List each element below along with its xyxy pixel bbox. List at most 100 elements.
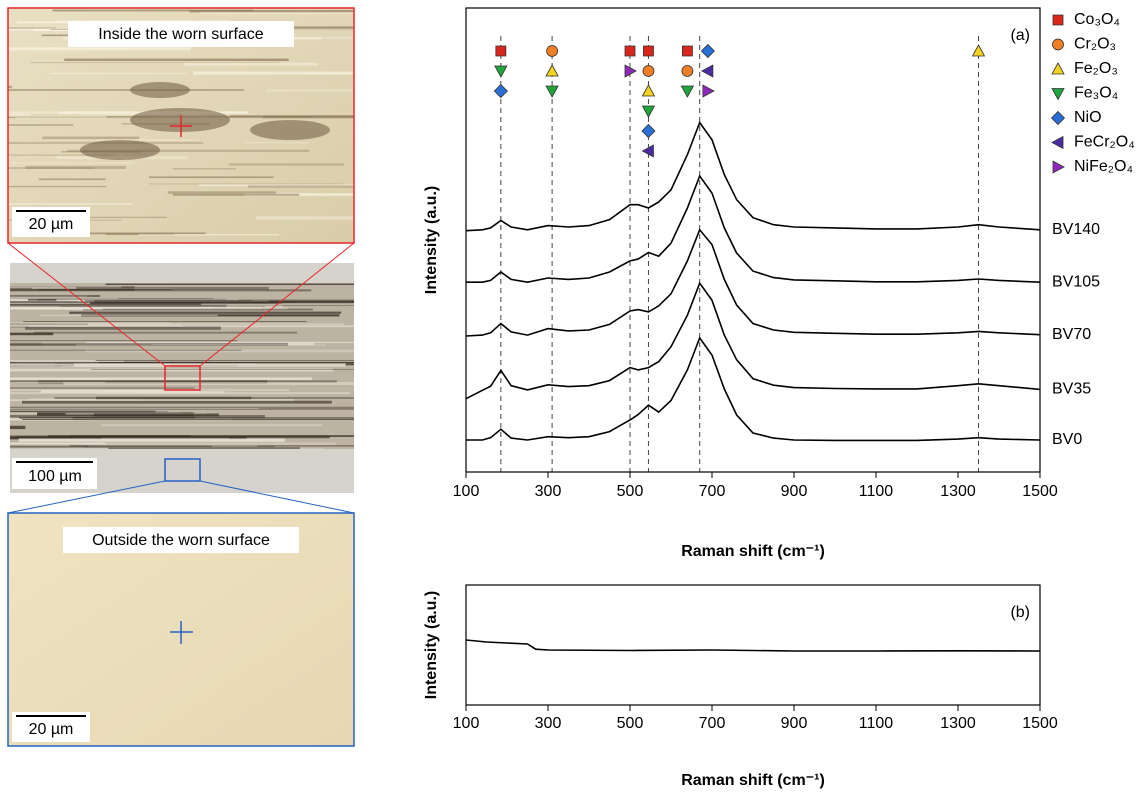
texture <box>244 141 309 144</box>
texture <box>10 344 153 345</box>
texture <box>189 9 354 13</box>
texture <box>22 419 354 420</box>
spectrum <box>465 639 1041 652</box>
texture <box>64 58 289 62</box>
texture <box>184 62 318 66</box>
texture <box>10 425 26 430</box>
texture <box>10 442 336 445</box>
marker <box>545 85 559 98</box>
plot-frame <box>465 7 1041 473</box>
texture <box>28 325 354 328</box>
image-title: Inside the worn surface <box>98 26 264 43</box>
connector <box>199 242 355 367</box>
x-tick-label: 500 <box>617 483 644 500</box>
legend-label: NiFe₂O₄ <box>1074 158 1133 175</box>
marker <box>700 43 715 59</box>
texture <box>10 380 337 383</box>
texture <box>130 82 190 98</box>
texture <box>19 417 354 419</box>
label-box <box>68 21 294 47</box>
texture <box>10 368 334 372</box>
marker <box>701 64 714 78</box>
texture <box>10 381 106 383</box>
texture <box>21 400 332 404</box>
x-tick-label: 700 <box>699 715 726 732</box>
texture <box>8 111 248 114</box>
x-tick-label: 900 <box>781 715 808 732</box>
texture <box>100 424 322 427</box>
series-label: BV35 <box>1052 381 1091 398</box>
texture <box>8 116 159 119</box>
texture <box>250 120 330 140</box>
texture <box>130 108 230 132</box>
texture <box>10 392 351 395</box>
marker <box>1051 88 1065 101</box>
texture <box>96 139 199 141</box>
marker <box>624 45 636 57</box>
connector <box>7 480 166 514</box>
marker <box>641 105 656 118</box>
texture <box>10 307 213 309</box>
legend-label: Co₃O₄ <box>1074 11 1120 28</box>
x-tick-label: 1100 <box>859 483 894 500</box>
crosshair <box>170 115 192 137</box>
texture <box>41 342 315 346</box>
texture <box>138 233 279 236</box>
texture <box>10 294 101 297</box>
marker <box>681 65 694 77</box>
texture <box>54 323 345 326</box>
marker <box>641 123 656 139</box>
marker <box>971 44 986 57</box>
texture <box>200 11 354 15</box>
panel-label: (b) <box>1010 604 1030 621</box>
x-tick-label: 300 <box>535 715 562 732</box>
spectrum <box>465 228 1041 337</box>
texture <box>10 340 238 342</box>
marker <box>680 85 695 98</box>
texture <box>80 140 160 160</box>
x-tick-label: 100 <box>453 715 480 732</box>
marker <box>1051 62 1065 75</box>
series-label: BV140 <box>1052 221 1100 238</box>
texture <box>10 301 295 303</box>
texture <box>172 193 300 196</box>
texture <box>10 263 354 283</box>
scale-label: 100 µm <box>28 468 82 485</box>
marker <box>1052 38 1064 51</box>
texture <box>10 303 202 307</box>
texture <box>8 85 13 89</box>
texture <box>38 178 106 181</box>
texture <box>10 308 103 310</box>
texture <box>10 349 242 351</box>
marker <box>642 65 655 77</box>
marker <box>641 144 654 158</box>
panel-label: (a) <box>1010 27 1030 44</box>
x-tick-label: 1500 <box>1022 483 1058 500</box>
spectrum <box>466 174 1041 284</box>
label-box <box>12 458 97 489</box>
texture <box>10 411 169 413</box>
x-tick-label: 1300 <box>940 715 976 732</box>
x-tick-label: 1100 <box>859 715 894 732</box>
scale-label: 20 µm <box>29 721 74 738</box>
texture <box>8 185 107 188</box>
texture <box>10 286 122 289</box>
texture <box>10 378 299 380</box>
marker <box>494 65 508 78</box>
texture <box>10 446 83 448</box>
marker <box>546 45 558 57</box>
x-tick-label: 500 <box>617 715 644 732</box>
texture <box>83 308 313 311</box>
texture <box>10 364 172 368</box>
texture <box>60 306 265 308</box>
texture <box>76 344 327 346</box>
texture <box>228 163 345 166</box>
spectrum <box>465 120 1041 232</box>
texture <box>266 89 354 92</box>
marker <box>1052 14 1064 26</box>
texture <box>248 26 354 30</box>
texture <box>54 397 354 399</box>
series-label: BV0 <box>1052 431 1082 448</box>
